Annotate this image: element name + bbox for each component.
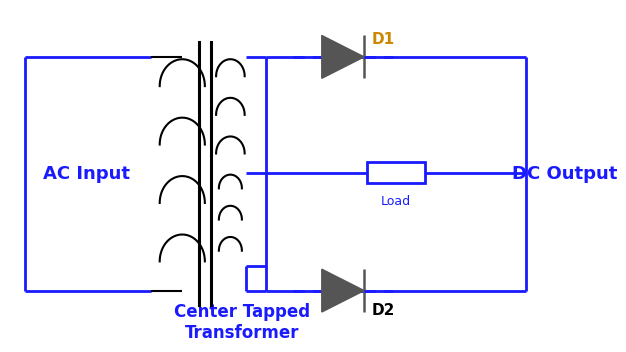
Polygon shape (322, 269, 364, 312)
FancyBboxPatch shape (367, 162, 424, 183)
Text: DC Output: DC Output (511, 165, 617, 183)
Polygon shape (322, 36, 364, 78)
Text: Load: Load (381, 195, 411, 208)
Text: D1: D1 (372, 32, 395, 47)
Text: AC Input: AC Input (43, 165, 130, 183)
Text: D2: D2 (372, 303, 395, 318)
Text: Center Tapped
Transformer: Center Tapped Transformer (174, 303, 310, 342)
